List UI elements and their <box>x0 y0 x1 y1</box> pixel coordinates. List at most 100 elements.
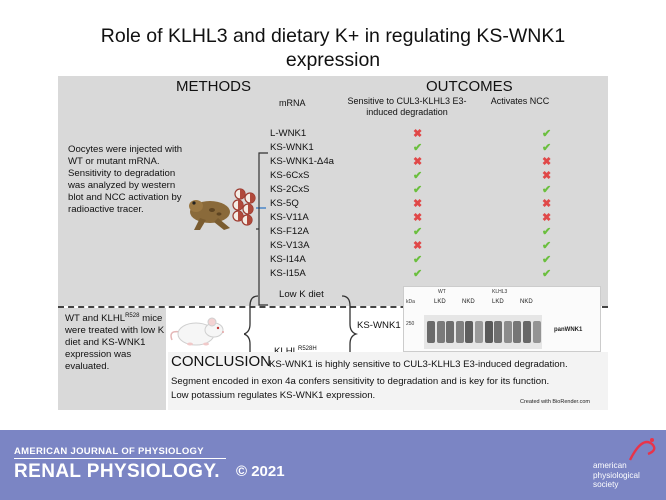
check-icon: ✔ <box>413 254 423 266</box>
methods-panel <box>58 76 343 306</box>
check-icon: ✔ <box>542 268 552 280</box>
check-icon: ✔ <box>413 226 423 238</box>
blot-band <box>484 321 493 343</box>
mice-method-text: WT and KLHLR528 mice were treated with l… <box>65 310 165 373</box>
mrna-construct-name: KS-WNK1 <box>270 142 314 153</box>
cross-icon: ✖ <box>542 170 552 182</box>
cross-icon: ✖ <box>542 156 552 168</box>
copyright: © 2021 <box>236 463 285 480</box>
mouse-icon <box>170 317 224 346</box>
mrna-construct-name: KS-I15A <box>270 268 306 279</box>
mrna-construct-name: KS-V13A <box>270 240 310 251</box>
check-icon: ✔ <box>542 254 552 266</box>
blot-band <box>436 321 445 343</box>
blot-band <box>513 321 522 343</box>
blot-band <box>455 321 464 343</box>
mrna-construct-name: KS-6CxS <box>270 170 310 181</box>
klhl-text: KLHL <box>274 346 298 357</box>
check-icon: ✔ <box>542 226 552 238</box>
table-row: KS-6CxS ✔ ✖ <box>270 170 570 184</box>
title-line-2: expression <box>285 49 381 71</box>
blot-band <box>494 321 503 343</box>
graphical-abstract: Role of KLHL3 and dietary K+ in regulati… <box>58 24 608 410</box>
ks-wnk1-blot-label: KS-WNK1 <box>357 320 401 331</box>
footer-rule <box>14 458 226 459</box>
blot-bands <box>424 315 542 349</box>
cross-icon: ✖ <box>542 198 552 210</box>
western-blot: WT KLHL3 kDa LKD NKD LKD NKD 250 panWNK1 <box>403 286 601 352</box>
biorender-credit: Created with BioRender.com <box>520 399 591 405</box>
mrna-construct-name: KS-I14A <box>270 254 306 265</box>
mrna-construct-name: KS-F12A <box>270 226 309 237</box>
klhl-mutant-label: KLHLR528H <box>274 346 317 357</box>
mrna-construct-name: KS-WNK1-Δ4a <box>270 156 334 167</box>
mice-text-sup: R528 <box>125 313 140 319</box>
section-divider <box>58 306 608 308</box>
blot-band <box>446 321 455 343</box>
blot-band <box>523 321 531 343</box>
mice-text-b: mice were treated with low K diet and KS… <box>65 313 165 373</box>
check-icon: ✔ <box>542 184 552 196</box>
degradation-column-heading: Sensitive to CUL3-KLHL3 E3-induced degra… <box>347 96 467 117</box>
oocyte-method-text: Oocytes were injected with WT or mutant … <box>68 144 183 215</box>
blot-antibody-label: panWNK1 <box>554 327 583 333</box>
blot-kda-label: kDa <box>406 299 415 305</box>
mrna-heading: mRNA <box>279 98 306 108</box>
klhl-sup: R528H <box>298 346 317 352</box>
cross-icon: ✖ <box>542 212 552 224</box>
abstract-title: Role of KLHL3 and dietary K+ in regulati… <box>58 24 608 72</box>
aps-logo-icon <box>628 438 656 461</box>
mrna-bracket <box>256 152 268 306</box>
conclusion-line-2: Segment encoded in exon 4a confers sensi… <box>171 376 550 387</box>
mrna-construct-name: KS-5Q <box>270 198 299 209</box>
cross-icon: ✖ <box>413 128 423 140</box>
blot-lkd-2: LKD <box>492 299 504 305</box>
blot-band <box>465 321 474 343</box>
conclusion-heading: CONCLUSION <box>171 353 272 370</box>
mrna-construct-name: KS-2CxS <box>270 184 310 195</box>
check-icon: ✔ <box>413 268 423 280</box>
methods-heading: METHODS <box>176 78 251 95</box>
frog-icon <box>189 188 266 230</box>
table-row: KS-2CxS ✔ ✔ <box>270 184 570 198</box>
conclusion-line-3: Low potassium regulates KS-WNK1 expressi… <box>171 390 376 401</box>
table-row: KS-WNK1-Δ4a ✖ ✖ <box>270 156 570 170</box>
journal-section: RENAL PHYSIOLOGY. <box>14 461 220 482</box>
blot-band <box>475 321 483 343</box>
outcomes-heading: OUTCOMES <box>426 78 513 95</box>
blot-band <box>503 321 512 343</box>
ncc-column-heading: Activates NCC <box>490 96 550 106</box>
check-icon: ✔ <box>413 170 423 182</box>
table-row: KS-V11A ✖ ✖ <box>270 212 570 226</box>
table-row: L-WNK1 ✖ ✔ <box>270 128 570 142</box>
mice-panel <box>58 308 166 410</box>
blot-band <box>532 321 541 343</box>
table-row: KS-I14A ✔ ✔ <box>270 254 570 268</box>
title-line-1: Role of KLHL3 and dietary K+ in regulati… <box>100 25 566 47</box>
blot-wt-label: WT <box>438 289 446 295</box>
low-k-diet-label: Low K diet <box>279 289 324 300</box>
mice-text-a: WT and KLHL <box>65 313 126 325</box>
blot-mutant-label: KLHL3 <box>492 289 508 295</box>
check-icon: ✔ <box>542 128 552 140</box>
table-row: KS-V13A ✖ ✔ <box>270 240 570 254</box>
cross-icon: ✖ <box>413 240 423 252</box>
blot-nkd-2: NKD <box>520 299 533 305</box>
cross-icon: ✖ <box>413 156 423 168</box>
check-icon: ✔ <box>413 184 423 196</box>
blot-marker-label: 250 <box>406 321 415 327</box>
cross-icon: ✖ <box>413 212 423 224</box>
blot-nkd-1: NKD <box>462 299 475 305</box>
check-icon: ✔ <box>542 142 552 154</box>
blot-lkd-1: LKD <box>434 299 446 305</box>
society-name: american physiological society <box>593 461 640 489</box>
outcomes-panel <box>343 76 608 306</box>
cross-icon: ✖ <box>413 198 423 210</box>
journal-name: AMERICAN JOURNAL OF PHYSIOLOGY <box>14 446 204 457</box>
conclusion-line-1: KS-WNK1 is highly sensitive to CUL3-KLHL… <box>269 359 568 370</box>
table-row: KS-5Q ✖ ✖ <box>270 198 570 212</box>
conclusion-panel <box>168 352 608 410</box>
mrna-construct-name: KS-V11A <box>270 212 309 223</box>
table-row: KS-F12A ✔ ✔ <box>270 226 570 240</box>
blot-band <box>427 321 435 343</box>
